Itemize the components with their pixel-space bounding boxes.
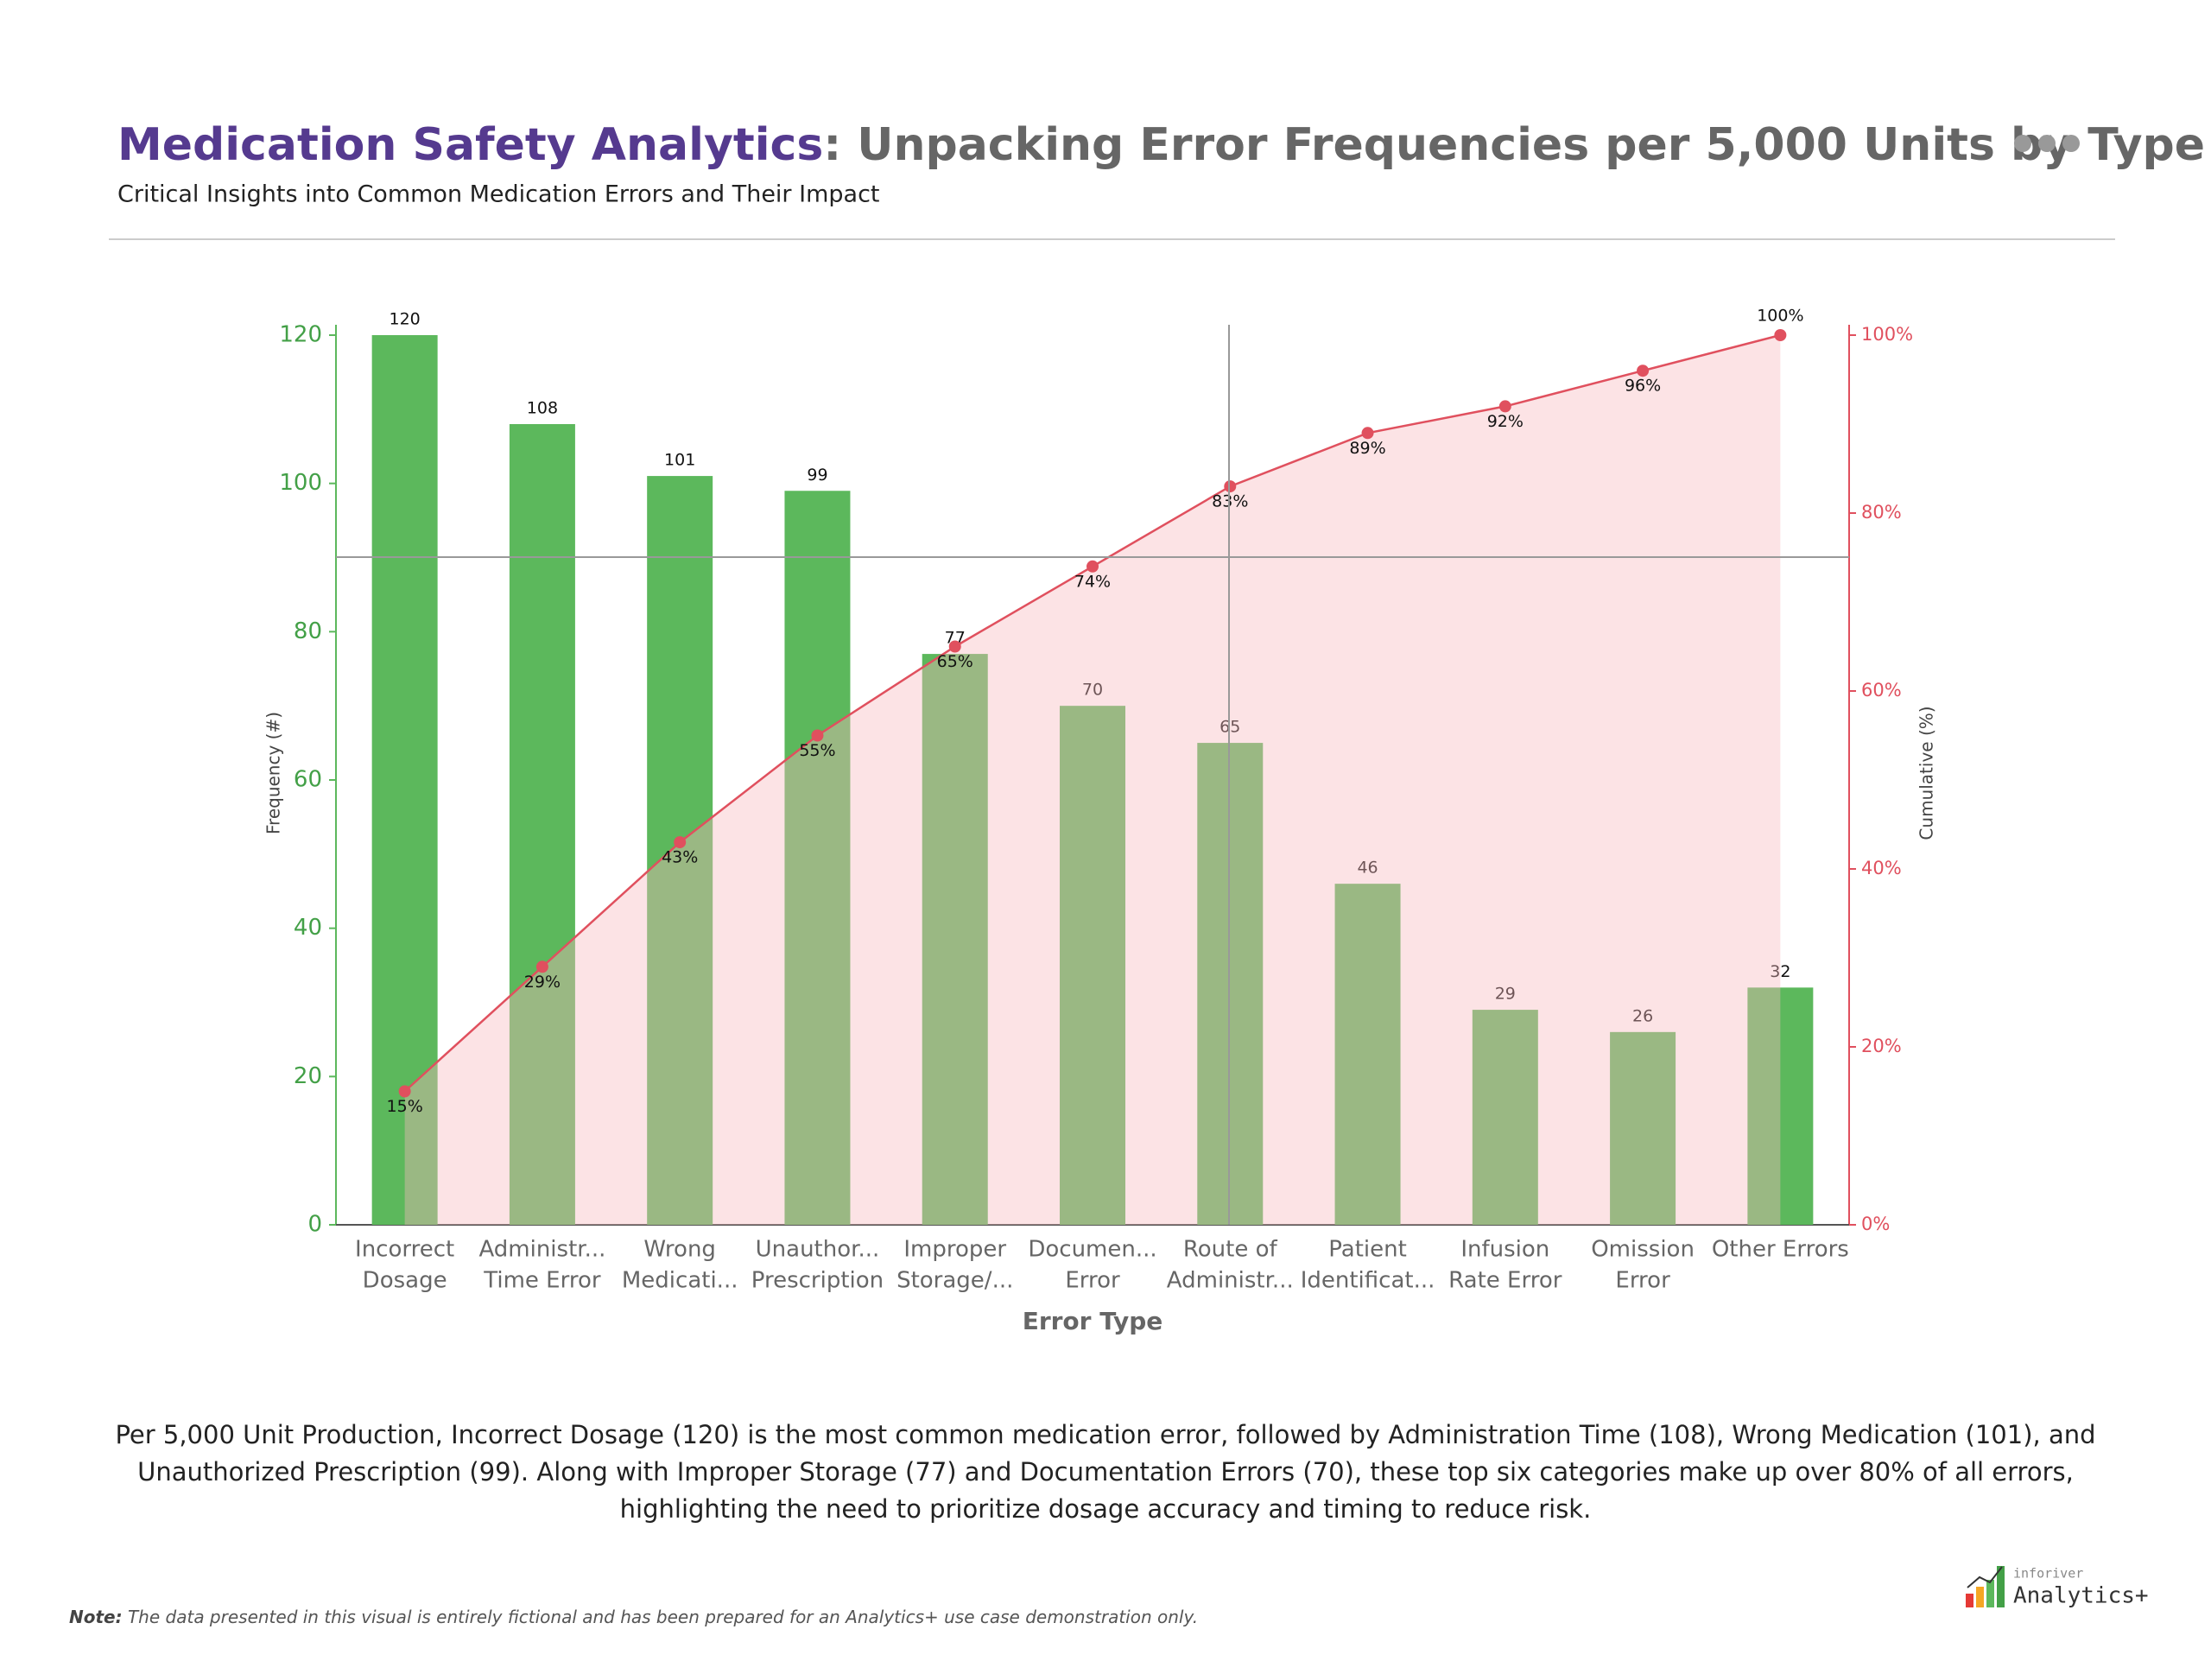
y-tick-label: 0 <box>307 1212 322 1238</box>
title: Medication Safety Analytics: Unpacking E… <box>117 119 2205 171</box>
cumulative-label: 89% <box>1349 439 1385 458</box>
x-tick-label: Documen... <box>1028 1237 1156 1263</box>
y2-tick-label: 40% <box>1861 858 1902 878</box>
x-tick-label: Other Errors <box>1712 1237 1849 1263</box>
bar <box>784 491 851 1225</box>
cumulative-label: 100% <box>1757 307 1803 326</box>
x-tick-label: Incorrect <box>355 1237 454 1263</box>
bar <box>1472 1010 1538 1225</box>
x-axis-label: Error Type <box>1023 1307 1163 1335</box>
bar-value-label: 29 <box>1495 985 1516 1004</box>
bar <box>647 476 713 1225</box>
y-tick-label: 100 <box>279 470 322 496</box>
note: Note: The data presented in this visual … <box>69 1607 1198 1627</box>
bar <box>922 654 988 1225</box>
bar-value-label: 65 <box>1220 718 1240 737</box>
cumulative-point <box>811 729 824 742</box>
x-tick-label: Patient <box>1328 1237 1407 1263</box>
y-tick-label: 80 <box>294 618 322 644</box>
y2-tick-label: 20% <box>1861 1036 1902 1056</box>
cumulative-point <box>1224 480 1237 493</box>
bar-value-label: 26 <box>1632 1006 1653 1025</box>
title-highlight: Medication Safety Analytics <box>117 119 823 171</box>
y-tick-label: 40 <box>294 915 322 941</box>
cumulative-point <box>1361 427 1374 440</box>
x-tick-label: Unauthor... <box>756 1237 880 1263</box>
cumulative-point <box>948 640 961 653</box>
cumulative-point <box>1498 400 1511 413</box>
y-axis-label: Frequency (#) <box>263 712 284 834</box>
bar <box>1610 1031 1676 1225</box>
cumulative-point <box>1637 365 1650 377</box>
y2-tick-label: 0% <box>1861 1214 1890 1234</box>
subtitle: Critical Insights into Common Medication… <box>117 181 880 208</box>
y-tick-label: 20 <box>294 1063 322 1089</box>
bar <box>1334 884 1401 1225</box>
bar-value-label: 108 <box>527 399 558 418</box>
bar <box>1747 987 1814 1225</box>
x-tick-label: Time Error <box>483 1268 601 1294</box>
cumulative-point <box>398 1085 411 1098</box>
cumulative-label: 96% <box>1625 377 1661 396</box>
cumulative-label: 15% <box>387 1097 423 1116</box>
x-tick-label: Rate Error <box>1448 1268 1562 1294</box>
y-tick-label: 60 <box>294 767 322 793</box>
x-tick-label: Dosage <box>363 1268 447 1294</box>
cumulative-label: 55% <box>799 741 835 760</box>
x-tick-label: Prescription <box>751 1268 884 1294</box>
bar-value-label: 99 <box>807 466 827 485</box>
x-tick-label: Wrong <box>643 1237 716 1263</box>
cumulative-label: 29% <box>524 973 561 992</box>
more-menu[interactable] <box>2014 135 2080 152</box>
description: Per 5,000 Unit Production, Incorrect Dos… <box>115 1420 2096 1524</box>
cumulative-point <box>1086 560 1099 573</box>
cumulative-label: 74% <box>1074 572 1111 591</box>
bar-value-label: 46 <box>1357 859 1378 878</box>
bar-value-label: 101 <box>664 451 695 470</box>
y2-tick-label: 100% <box>1861 324 1913 345</box>
logo: Analytics+ <box>2013 1583 2149 1609</box>
cumulative-label: 65% <box>937 652 973 671</box>
x-tick-label: Administr... <box>1167 1268 1294 1294</box>
x-tick-label: Storage/... <box>896 1268 1013 1294</box>
bar <box>371 335 438 1225</box>
x-tick-label: Medicati... <box>622 1268 738 1294</box>
logo-icon <box>1966 1566 2005 1607</box>
note-text: The data presented in this visual is ent… <box>127 1607 1199 1627</box>
bar-value-label: 32 <box>1770 962 1790 981</box>
note-label: Note: <box>69 1607 123 1627</box>
plot-area: 0 20 40 60 80 100 120 0% 20% 40% 60% 80% 100% Incorre… <box>279 307 1913 1294</box>
x-tick-label: Improper <box>903 1237 1006 1263</box>
cumulative-point <box>535 960 548 973</box>
cumulative-point <box>674 836 687 849</box>
x-tick-label: Error <box>1615 1268 1670 1294</box>
title-rest: : Unpacking Error Frequencies per 5,000 … <box>823 119 2205 171</box>
cumulative-label: 83% <box>1212 492 1248 511</box>
x-tick-label: Identificat... <box>1301 1268 1435 1294</box>
y2-tick-label: 60% <box>1861 680 1902 701</box>
x-tick-label: Route of <box>1183 1237 1278 1263</box>
bar <box>1197 743 1264 1225</box>
x-tick-label: Error <box>1065 1268 1120 1294</box>
bar-value-label: 70 <box>1082 681 1103 700</box>
bar-value-label: 120 <box>390 310 421 329</box>
y-tick-label: 120 <box>279 322 322 348</box>
cumulative-label: 43% <box>662 848 698 867</box>
logo-small: inforiver <box>2013 1566 2083 1582</box>
cumulative-point <box>1774 329 1787 341</box>
y2-axis-label: Cumulative (%) <box>1916 706 1937 840</box>
bar <box>1060 706 1125 1225</box>
x-tick-label: Infusion <box>1460 1237 1549 1263</box>
x-tick-label: Administr... <box>478 1237 605 1263</box>
y2-tick-label: 80% <box>1861 502 1902 523</box>
cumulative-area <box>404 335 1781 1225</box>
x-tick-label: Omission <box>1591 1237 1695 1263</box>
cumulative-label: 92% <box>1487 412 1524 431</box>
